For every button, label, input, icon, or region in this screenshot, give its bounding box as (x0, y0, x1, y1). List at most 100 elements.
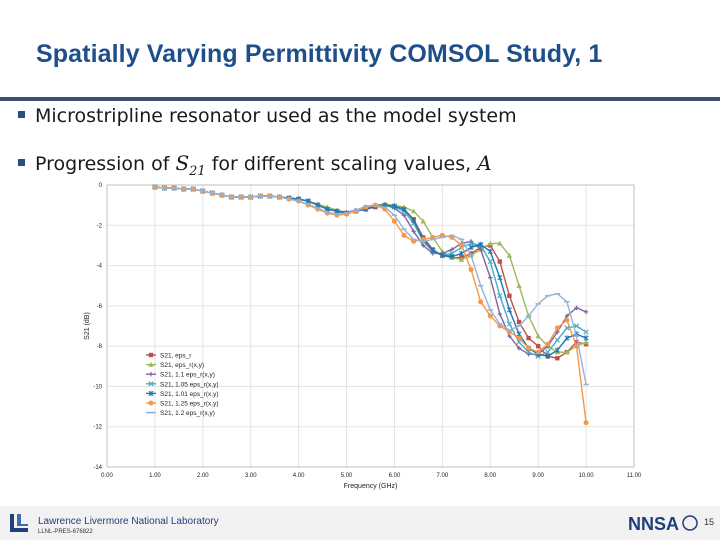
series-3 (152, 184, 589, 359)
legend-label: S21, 1.25 eps_r(x,y) (160, 401, 219, 408)
data-point (478, 247, 483, 252)
data-point (516, 319, 522, 325)
data-point (564, 313, 570, 319)
series-4 (152, 184, 589, 359)
data-point (545, 349, 551, 355)
nnsa-logo: NNSA (628, 514, 698, 534)
x-tick-label: 4.00 (293, 473, 305, 479)
data-point (583, 420, 589, 426)
data-point (545, 341, 551, 347)
data-point (554, 347, 560, 353)
s21-symbol: S21 (175, 151, 206, 179)
legend-entry: S21, eps_r (146, 353, 192, 360)
data-point (516, 345, 522, 351)
data-point (506, 307, 512, 313)
data-point (391, 218, 397, 224)
x-tick-label: 11.00 (627, 473, 642, 479)
x-axis-label: Frequency (GHz) (344, 483, 398, 490)
data-point (507, 293, 512, 298)
chart-axes: 0.00 1.00 2.00 3.00 4.00 5.00 6.00 7.00 8.00 9.00… (84, 183, 642, 490)
title-rule (0, 97, 720, 101)
data-point (487, 258, 493, 265)
data-point (516, 339, 522, 345)
data-point (497, 240, 503, 246)
data-point (488, 275, 493, 280)
data-point (583, 329, 589, 335)
data-point (506, 252, 513, 258)
data-point (420, 218, 426, 224)
series-5 (152, 184, 589, 426)
data-point (583, 335, 589, 341)
data-point (468, 267, 474, 273)
y-tick-label: -12 (93, 425, 102, 431)
data-point (478, 299, 484, 305)
data-point (458, 256, 465, 262)
legend-label: S21, eps_r(x,y) (160, 362, 204, 369)
x-tick-label: 1.00 (149, 473, 161, 479)
chart-grid (106, 184, 635, 468)
bullet-2: Progression of S21 for different scaling… (18, 151, 492, 179)
data-point (545, 353, 551, 359)
data-point (401, 213, 407, 218)
footer-bar (0, 506, 720, 540)
data-point (148, 352, 154, 358)
lab-name: Lawrence Livermore National Laboratory (38, 516, 219, 527)
y-tick-label: 0 (99, 183, 103, 189)
data-point (516, 283, 522, 288)
y-tick-label: -4 (97, 264, 103, 270)
data-point (459, 242, 465, 248)
legend-entry: S21, 1.1 eps_r(x,y) (146, 372, 215, 379)
bullet-2-mid: for different scaling values, (211, 153, 472, 175)
data-point (468, 244, 474, 251)
data-point (554, 337, 560, 343)
data-point (583, 339, 589, 345)
data-point (468, 240, 474, 247)
series-line (154, 186, 587, 355)
x-tick-label: 5.00 (341, 473, 353, 479)
y-axis-label: S21 (dB) (84, 312, 91, 340)
legend-label: S21, eps_r (160, 353, 192, 360)
lab-code: LLNL-PRES-676822 (38, 529, 93, 535)
series-line (154, 186, 587, 353)
x-tick-label: 10.00 (579, 473, 595, 479)
data-point (391, 203, 398, 209)
data-point (487, 313, 493, 319)
series-line (154, 186, 587, 423)
data-point (401, 206, 407, 212)
data-point (516, 335, 522, 341)
legend-label: S21, 1.2 eps_r(x,y) (160, 410, 215, 417)
series-line (154, 186, 587, 357)
x-tick-label: 7.00 (437, 473, 449, 479)
x-tick-label: 0.00 (101, 473, 113, 479)
data-point (411, 217, 417, 223)
legend-entry: S21, 1.01 eps_r(x,y) (146, 390, 219, 398)
data-point (411, 229, 416, 234)
data-point (583, 309, 589, 315)
page-number: 15 (704, 517, 715, 527)
x-tick-label: 8.00 (484, 473, 496, 479)
legend-label: S21, 1.05 eps_r(x,y) (160, 381, 219, 388)
plot-frame (106, 184, 635, 468)
legend-entry: S21, 1.05 eps_r(x,y) (146, 381, 219, 388)
series-line (154, 186, 587, 359)
data-point (430, 247, 436, 254)
bullet-1: Microstripline resonator used as the mod… (18, 105, 517, 127)
y-tick-label: -2 (97, 223, 103, 229)
data-point (487, 248, 493, 255)
y-tick-label: -6 (97, 304, 103, 310)
data-point (573, 323, 580, 329)
data-point (564, 349, 570, 355)
series-line (154, 186, 587, 385)
data-point (148, 381, 154, 387)
nnsa-logo-text: NNSA (628, 514, 679, 534)
data-point (497, 293, 503, 299)
data-point (555, 329, 560, 335)
data-point (410, 208, 417, 214)
x-tick-label: 6.00 (389, 473, 401, 479)
llnl-logo-icon (10, 514, 28, 532)
legend-entry: S21, eps_r(x,y) (146, 361, 204, 369)
data-point (148, 400, 154, 406)
y-tick-label: -8 (97, 344, 103, 350)
data-point (458, 250, 465, 257)
data-point (555, 356, 560, 361)
